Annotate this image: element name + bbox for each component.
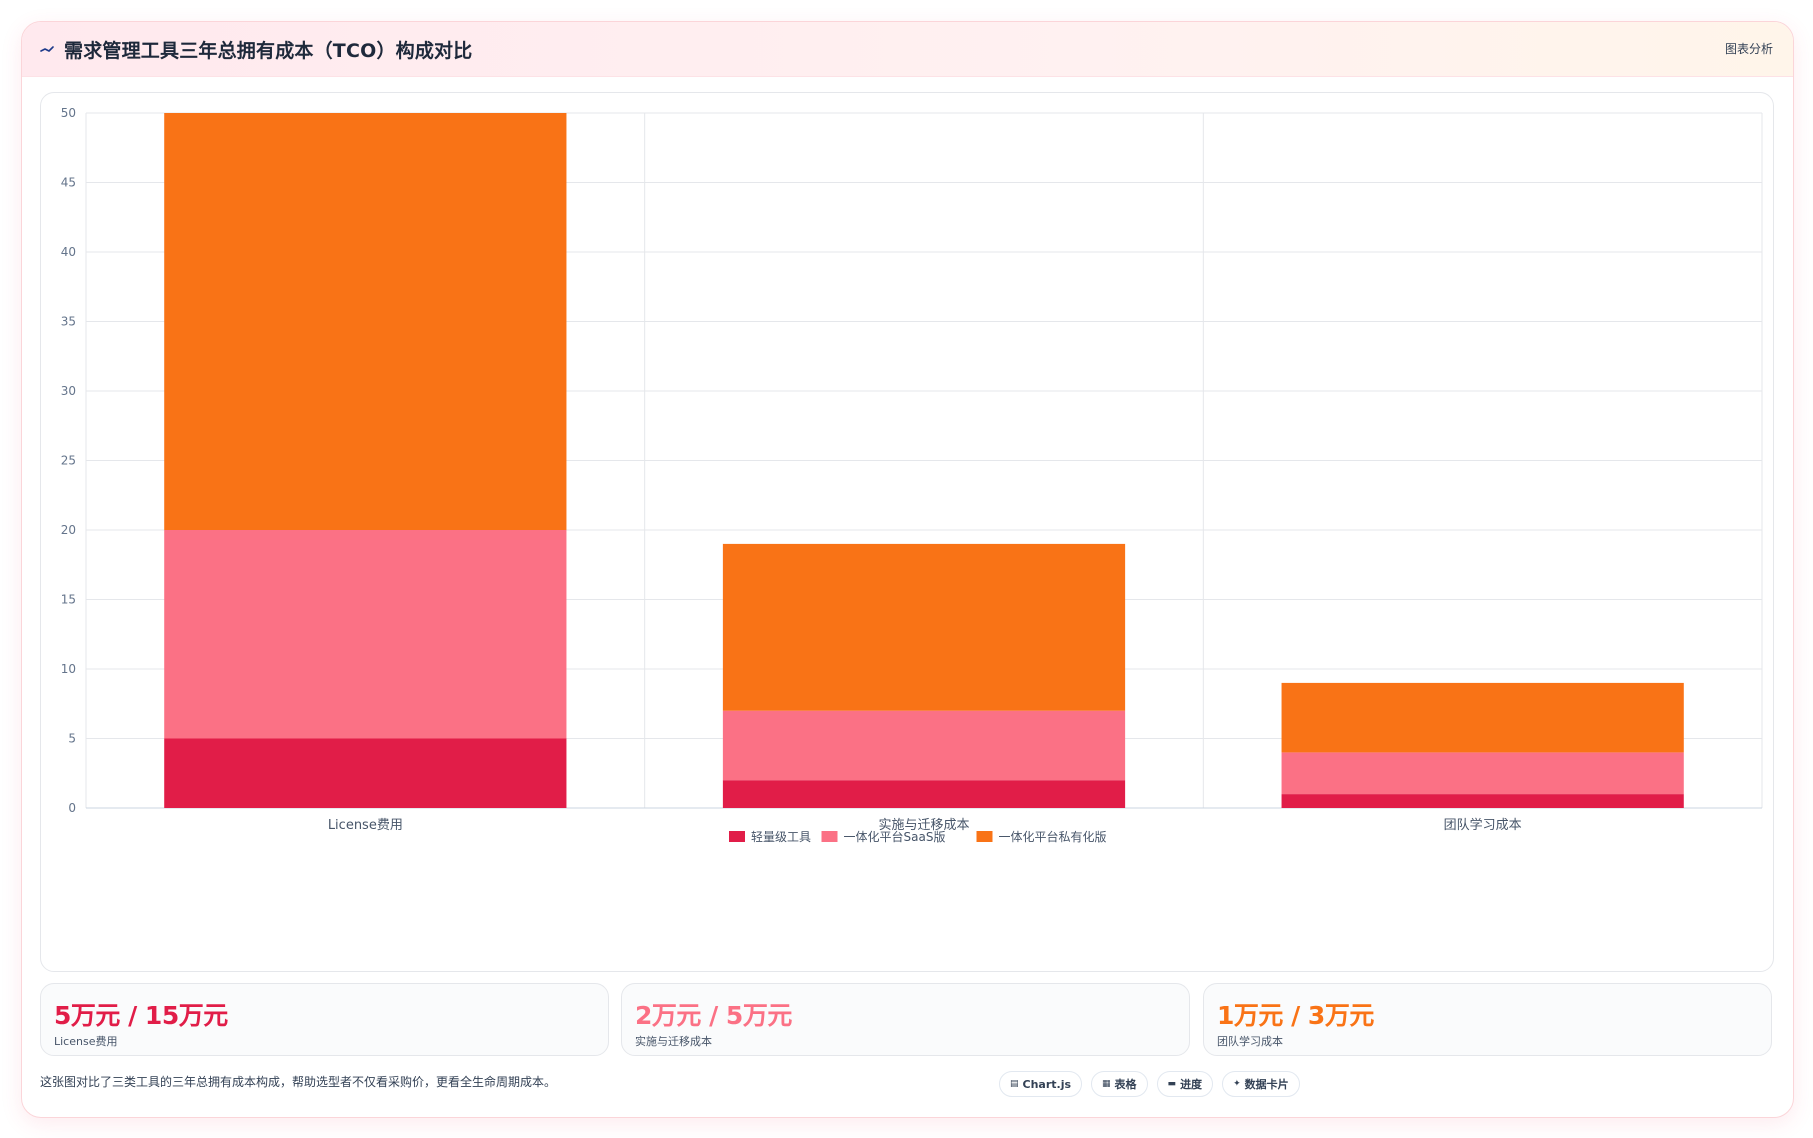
page-title: 需求管理工具三年总拥有成本（TCO）构成对比 [64, 39, 473, 62]
chip-label: 进度 [1180, 1078, 1203, 1091]
stat-card-license: 5万元 / 15万元 License费用 [40, 983, 609, 1056]
chip-chartjs[interactable]: ▤ Chart.js [999, 1071, 1083, 1097]
feature-chips: ▤ Chart.js ▦ 表格 ▬ 进度 ✦ 数据卡片 [999, 1071, 1300, 1097]
stat-card-learning: 1万元 / 3万元 团队学习成本 [1203, 983, 1772, 1056]
y-tick-label: 45 [61, 176, 76, 190]
stat-label: License费用 [54, 1035, 118, 1048]
chip-label: 表格 [1114, 1078, 1137, 1091]
x-tick-label: 团队学习成本 [1444, 817, 1522, 833]
y-tick-label: 15 [61, 593, 76, 607]
stat-value: 1万元 / 3万元 [1217, 1001, 1374, 1030]
chart-icon: ▤ [1010, 1079, 1019, 1089]
table-icon: ▦ [1102, 1079, 1111, 1089]
chip-label: Chart.js [1022, 1077, 1072, 1091]
y-tick-label: 25 [61, 454, 76, 468]
x-tick-label: 实施与迁移成本 [878, 818, 969, 833]
legend-swatch [976, 831, 993, 842]
stat-label: 实施与迁移成本 [635, 1035, 712, 1048]
y-tick-label: 0 [68, 801, 76, 815]
chart-card: 需求管理工具三年总拥有成本（TCO）构成对比 图表分析 0 5 10 15 20 25 30… [21, 21, 1794, 1118]
chart-analysis-link[interactable]: 图表分析 [1724, 42, 1773, 56]
legend-label: 一体化平台SaaS版 [844, 829, 946, 844]
legend-label: 轻量级工具 [751, 830, 811, 844]
y-tick-label: 35 [61, 315, 76, 329]
bar-segment [164, 113, 567, 530]
y-tick-label: 30 [61, 384, 76, 398]
stat-value: 2万元 / 5万元 [635, 1001, 792, 1030]
progress-icon: ▬ [1167, 1079, 1177, 1089]
card-header: 需求管理工具三年总拥有成本（TCO）构成对比 图表分析 [22, 22, 1793, 77]
stat-card-implementation: 2万元 / 5万元 实施与迁移成本 [621, 983, 1190, 1056]
bar-segment [1281, 682, 1684, 753]
stacked-bar-chart: 0 5 10 15 20 25 30 35 40 45 50 License费用 实施与迁移成本 团队学习… [61, 106, 1763, 844]
chart-description: 这张图对比了三类工具的三年总拥有成本构成，帮助选型者不仅看采购价，更看全生命周期… [40, 1075, 557, 1089]
bar-segment [164, 530, 567, 739]
stat-label: 团队学习成本 [1217, 1035, 1283, 1048]
sparkle-icon: ✦ [1233, 1079, 1241, 1089]
title-group: 需求管理工具三年总拥有成本（TCO）构成对比 [40, 22, 472, 76]
bar-segment [722, 543, 1126, 711]
chart-panel: 0 5 10 15 20 25 30 35 40 45 50 License费用 实施与迁移成本 团队学习… [40, 92, 1774, 972]
y-tick-label: 50 [61, 106, 76, 120]
x-tick-label: License费用 [328, 818, 403, 833]
bar-segment [164, 738, 567, 808]
chip-label: 数据卡片 [1244, 1078, 1289, 1091]
y-tick-label: 5 [68, 732, 76, 746]
legend-label: 一体化平台私有化版 [999, 829, 1107, 844]
trend-line-icon [40, 46, 54, 52]
bar-segment [722, 710, 1126, 781]
y-tick-label: 10 [61, 662, 76, 676]
legend-swatch [729, 831, 745, 842]
bar-segment [722, 780, 1126, 808]
y-tick-label: 20 [61, 523, 76, 537]
chip-progress[interactable]: ▬ 进度 [1156, 1071, 1214, 1097]
legend-swatch [821, 831, 838, 842]
chip-data-card[interactable]: ✦ 数据卡片 [1222, 1071, 1300, 1097]
chip-table[interactable]: ▦ 表格 [1091, 1071, 1148, 1097]
y-tick-label: 40 [61, 245, 76, 259]
stat-value: 5万元 / 15万元 [54, 1001, 228, 1030]
bar-segment [1281, 794, 1684, 808]
bar-segment [1281, 752, 1684, 795]
